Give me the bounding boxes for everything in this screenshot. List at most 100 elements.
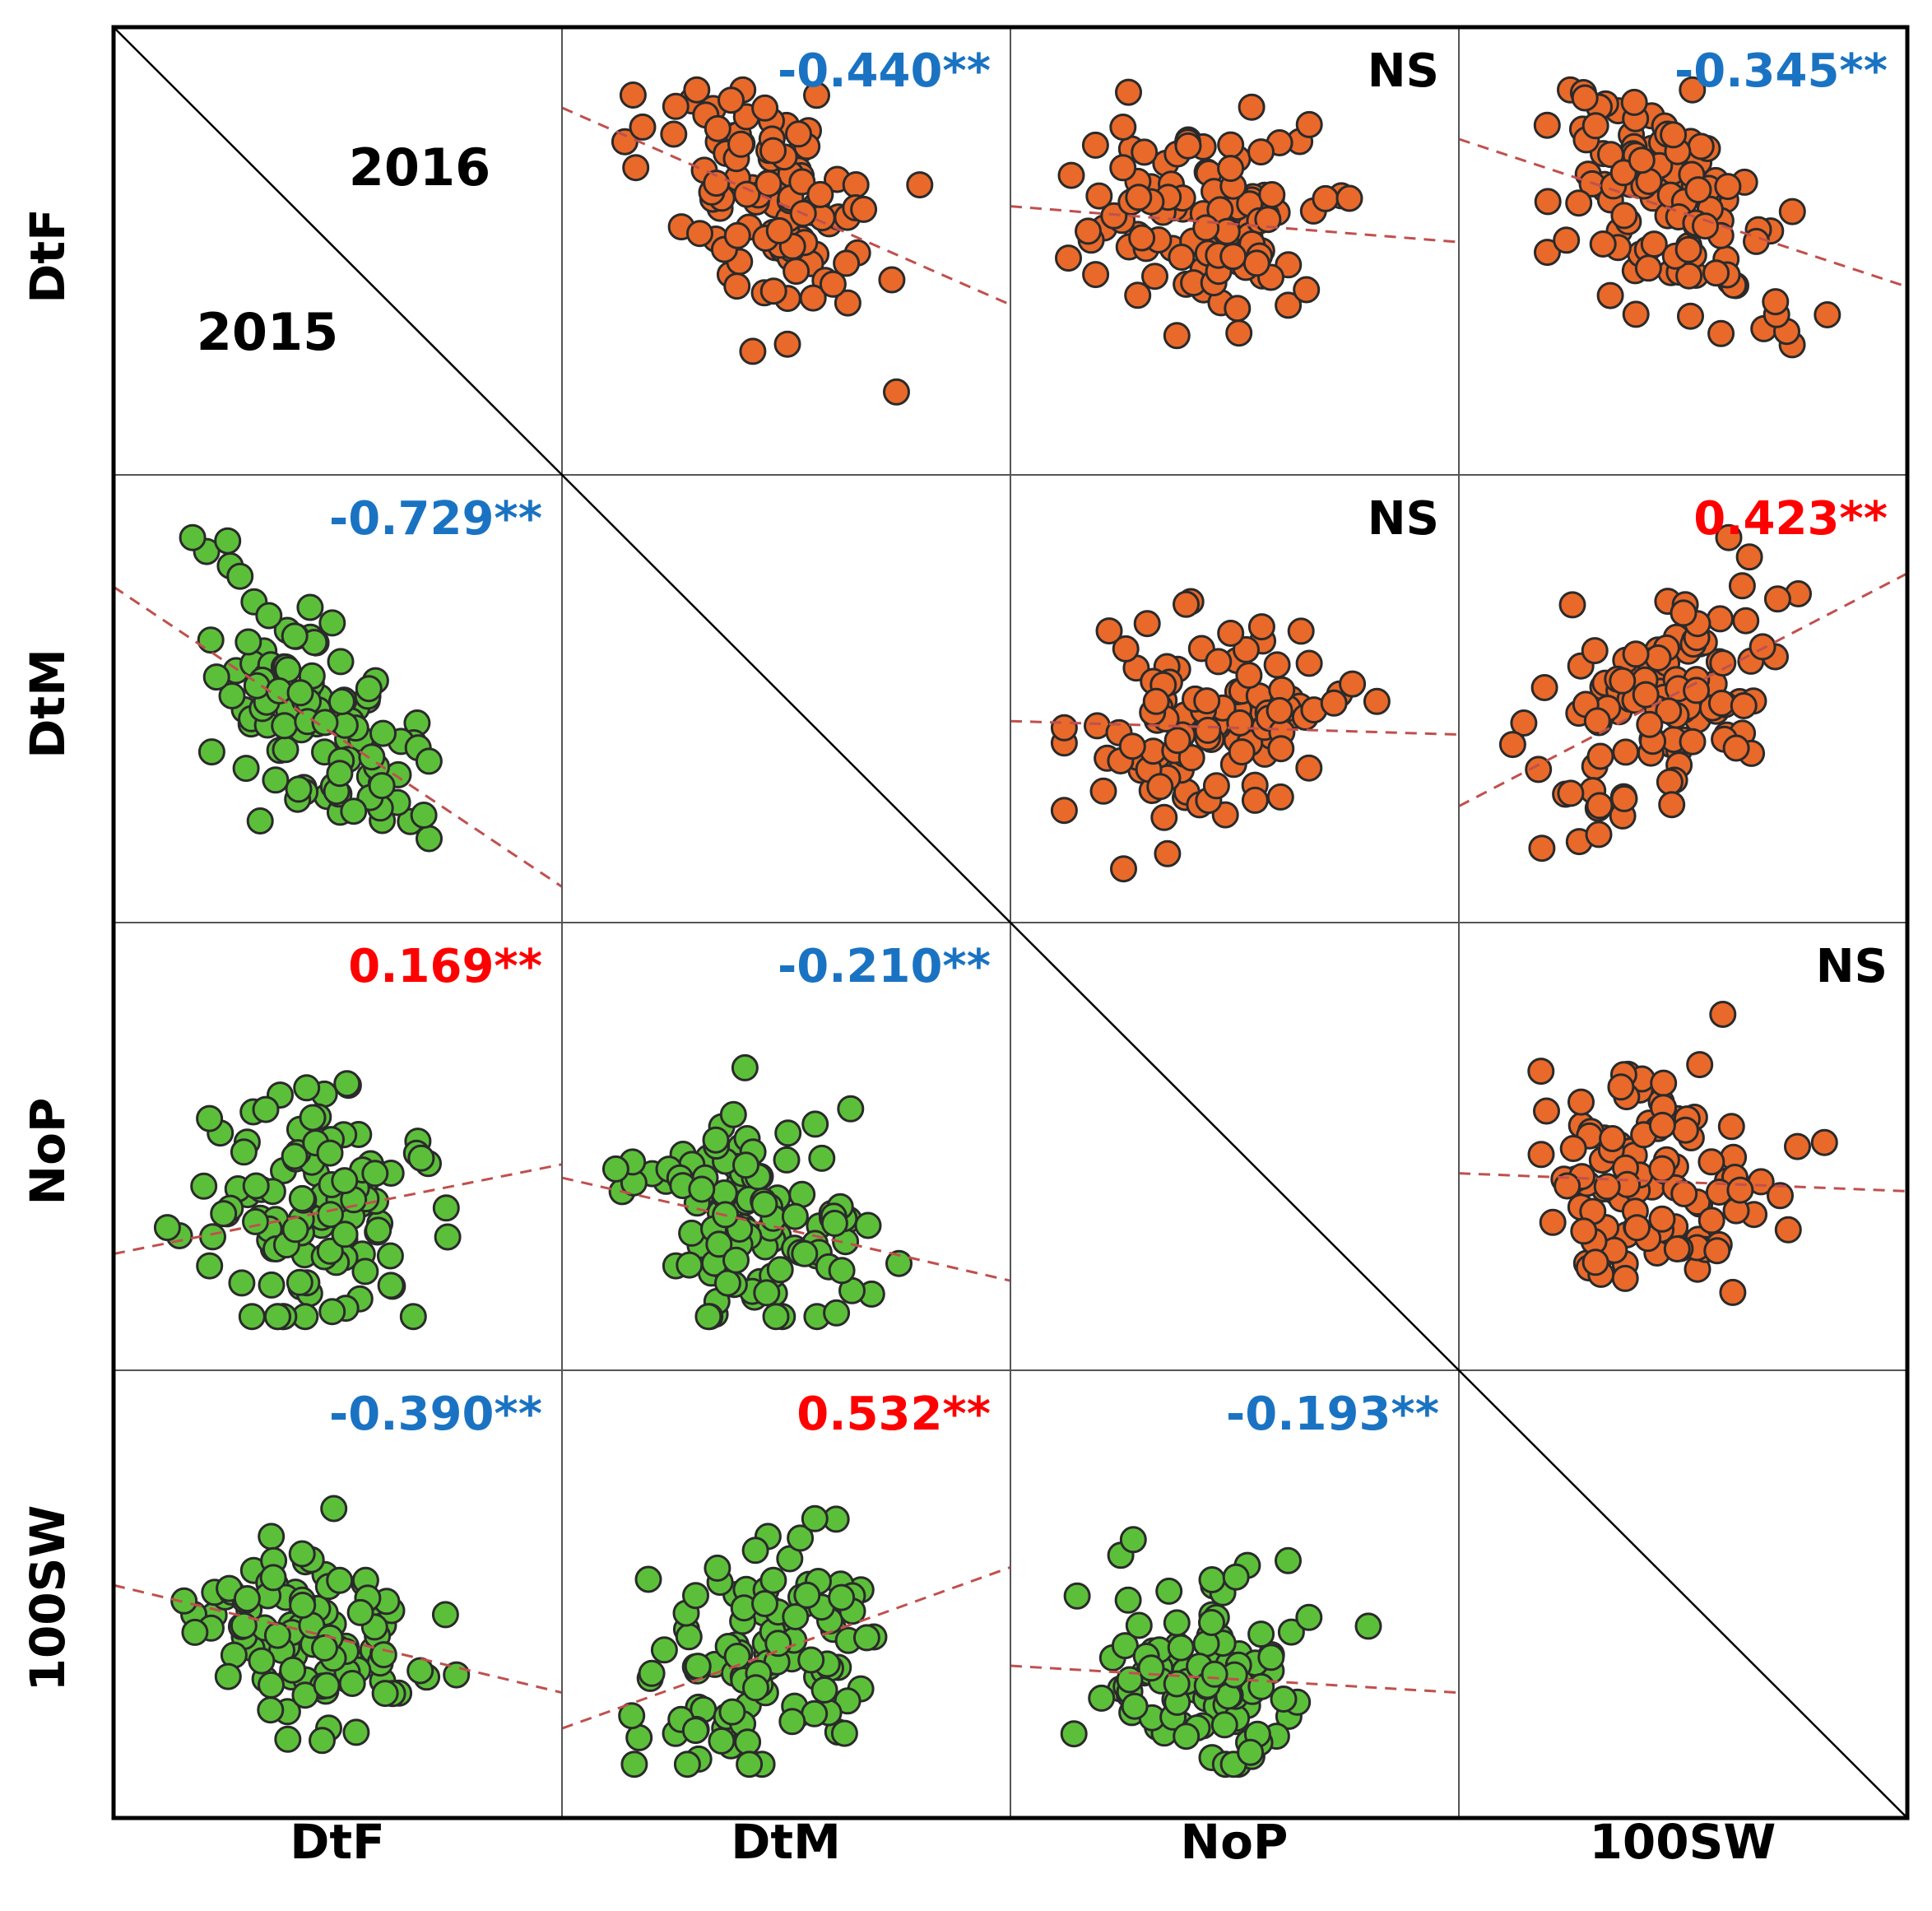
scatter-point xyxy=(214,527,242,555)
scatter-point xyxy=(629,113,657,141)
scatter-point xyxy=(733,180,761,208)
scatter-point xyxy=(1060,1720,1088,1748)
scatter-point xyxy=(1063,1582,1091,1610)
scatter-point xyxy=(371,1680,399,1708)
scatter-point xyxy=(1675,262,1703,290)
scatter-point xyxy=(694,1303,722,1331)
scatter-point xyxy=(764,1630,792,1658)
trend-line xyxy=(1458,1172,1908,1193)
scatter-point xyxy=(1335,184,1363,212)
panel-p02: NS xyxy=(1010,44,1460,350)
x-axis-label-dtm: DtM xyxy=(731,1814,841,1870)
scatter-point xyxy=(650,1636,678,1664)
scatter-point xyxy=(762,1303,790,1331)
scatter-point xyxy=(1581,637,1609,665)
scatter-point xyxy=(1674,235,1702,263)
scatter-point xyxy=(678,1219,706,1247)
scatter-point xyxy=(732,1151,759,1179)
scatter-point xyxy=(739,337,767,365)
scatter-point xyxy=(1241,786,1269,814)
scatter-point xyxy=(1089,777,1117,805)
scatter-point xyxy=(1266,696,1293,724)
scatter-point xyxy=(1722,734,1750,762)
scatter-point xyxy=(783,258,810,286)
scatter-point xyxy=(1225,319,1253,347)
scatter-point xyxy=(281,1216,309,1244)
scatter-point xyxy=(351,1258,379,1286)
scatter-point xyxy=(232,755,260,783)
scatter-point xyxy=(252,1095,280,1123)
scatter-point xyxy=(1735,543,1763,571)
trend-line xyxy=(113,1163,563,1256)
scatter-point xyxy=(257,1696,285,1724)
scatter-point xyxy=(1687,133,1715,160)
scatter-point xyxy=(688,1175,716,1203)
scatter-point xyxy=(1295,1603,1323,1631)
scatter-point xyxy=(1636,710,1664,738)
scatter-point xyxy=(1168,244,1196,271)
scatter-point xyxy=(1155,1577,1183,1605)
scatter-point xyxy=(218,682,246,709)
scatter-point xyxy=(1707,605,1734,633)
scatter-point xyxy=(1510,709,1538,737)
scatter-point xyxy=(318,1298,346,1326)
scatter-point xyxy=(1254,206,1282,234)
scatter-point xyxy=(1530,674,1558,701)
scatter-point xyxy=(1732,607,1760,635)
scatter-point xyxy=(327,688,355,715)
scatter-point xyxy=(619,81,647,109)
scatter-point xyxy=(346,1598,374,1626)
scatter-point xyxy=(1137,1654,1165,1682)
scatter-point xyxy=(233,1585,261,1612)
scatter-point xyxy=(1119,1526,1147,1554)
scatter-point xyxy=(782,1603,810,1630)
scatter-point xyxy=(365,1216,392,1244)
scatter-point xyxy=(1295,110,1323,138)
scatter-point xyxy=(1266,783,1294,811)
scatter-point xyxy=(1697,1148,1725,1176)
scatter-point xyxy=(1620,88,1648,116)
panel-p30: -0.390** xyxy=(113,1388,563,1755)
scatter-point xyxy=(271,712,299,740)
scatter-point xyxy=(837,1095,865,1123)
scatter-point xyxy=(675,1623,703,1651)
scatter-point xyxy=(1656,768,1684,796)
scatter-point xyxy=(288,1184,316,1212)
scatter-point xyxy=(1082,261,1110,289)
scatter-point xyxy=(681,1717,709,1745)
scatter-point xyxy=(1528,835,1556,863)
scatter-point xyxy=(1088,1684,1116,1712)
scatter-point xyxy=(618,1702,646,1730)
scatter-point xyxy=(781,1202,809,1230)
scatter-point xyxy=(263,1303,291,1331)
scatter-point xyxy=(342,1718,370,1746)
scatter-point xyxy=(190,1172,218,1200)
scatter-point xyxy=(326,760,354,788)
scatter-point xyxy=(852,1624,880,1652)
scatter-point xyxy=(197,738,225,766)
scatter-point xyxy=(1634,254,1662,282)
scatter-point xyxy=(759,277,787,305)
trend-line xyxy=(1458,572,1908,807)
scatter-point xyxy=(773,1146,801,1174)
scatter-point xyxy=(1121,1692,1149,1720)
scatter-point xyxy=(1565,189,1593,217)
scatter-point xyxy=(248,1647,276,1675)
scatter-point xyxy=(1707,690,1735,717)
scatter-point xyxy=(286,679,314,707)
scatter-point xyxy=(355,675,383,703)
scatter-point xyxy=(702,1126,730,1154)
scatter-point xyxy=(1557,779,1585,807)
scatter-point xyxy=(1684,176,1712,204)
correlation-label: 0.532** xyxy=(796,1388,991,1441)
scatter-point xyxy=(1320,689,1348,717)
scatter-point xyxy=(1173,590,1200,618)
scatter-point xyxy=(1709,649,1737,677)
scatter-point xyxy=(1193,687,1221,715)
scatter-point xyxy=(1534,188,1562,216)
scatter-point xyxy=(1650,1069,1678,1097)
scatter-point xyxy=(708,1727,736,1755)
scatter-point xyxy=(316,1237,344,1265)
y-axis-label-dtm: DtM xyxy=(20,649,76,759)
scatter-point xyxy=(1109,154,1137,182)
